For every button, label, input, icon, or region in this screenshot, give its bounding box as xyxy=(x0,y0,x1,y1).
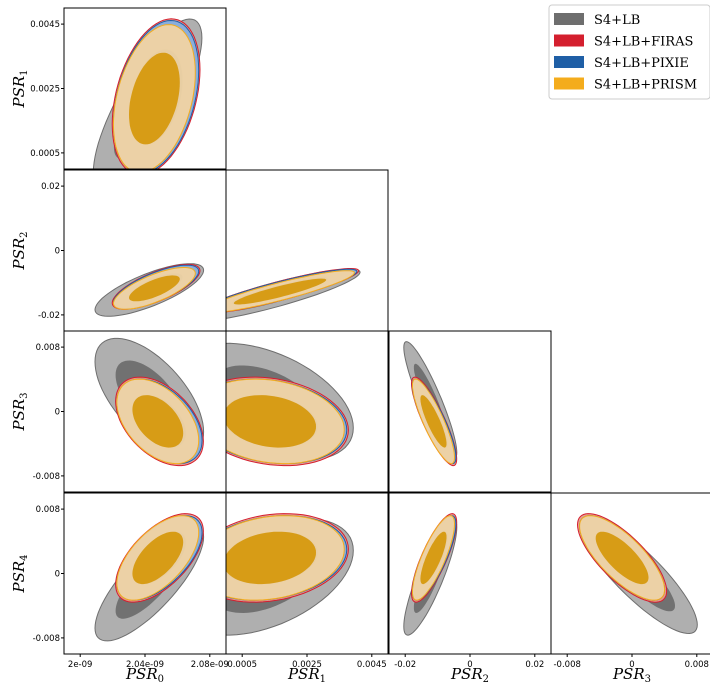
contour-s4-lb-prism xyxy=(226,515,345,601)
x-tick-label: 0.0005 xyxy=(227,660,257,670)
axis-labels-layer: PSR0 PSR1 PSR1 PSR2 PSR2 PSR3 PSR3 PSR4 xyxy=(10,69,651,682)
panel-0-3 xyxy=(63,330,227,493)
x-tick-label: 0.0025 xyxy=(292,660,322,670)
x-tick-label: 0 xyxy=(467,660,472,670)
legend-label: S4+LB+PIXIE xyxy=(594,56,689,71)
y-axis-label: PSR3 xyxy=(10,392,30,431)
y-tick-label: -0.02 xyxy=(38,311,60,321)
ticks-layer: 2e-09 2.04e-09 2.08e-090.0005 0.0025 0.0045-… xyxy=(30,20,709,670)
contour-s4-lb-prism xyxy=(579,515,666,601)
x-tick-label: 0 xyxy=(629,660,634,670)
contour-s4-lb-prism xyxy=(412,515,456,601)
legend-swatch xyxy=(554,56,584,68)
x-tick-label: 2.08e-09 xyxy=(191,660,229,670)
panel-frame xyxy=(225,330,389,493)
x-axis-label: PSR3 xyxy=(612,665,651,682)
y-tick-label: 0.0025 xyxy=(30,85,60,95)
panel-0-2 xyxy=(63,169,227,332)
legend: S4+LB S4+LB+FIRAS S4+LB+PIXIE S4+LB+PRISM xyxy=(548,4,710,100)
x-axis-label: PSR1 xyxy=(287,665,326,682)
y-tick-label: 0.02 xyxy=(41,182,60,192)
panel-2-4 xyxy=(388,492,552,655)
panel-frame xyxy=(388,330,552,493)
x-tick-label: 0.008 xyxy=(685,660,709,670)
contour-s4-lb-prism xyxy=(116,378,200,465)
y-axis-label: PSR1 xyxy=(10,69,30,108)
y-tick-label: 0.008 xyxy=(36,505,60,515)
contour-s4-lb-prism xyxy=(112,24,196,169)
x-tick-label: -0.008 xyxy=(553,660,580,670)
y-tick-label: 0 xyxy=(55,570,60,580)
x-tick-label: -0.02 xyxy=(394,660,416,670)
legend-label: S4+LB+FIRAS xyxy=(594,35,693,50)
legend-label: S4+LB xyxy=(594,13,640,28)
contour-s4-lb-prism xyxy=(116,515,200,601)
legend-swatch xyxy=(554,13,584,25)
contour-s4-lb-prism xyxy=(412,378,456,465)
x-tick-label: 2e-09 xyxy=(68,660,93,670)
panel-0-4 xyxy=(63,492,227,655)
y-tick-label: 0.008 xyxy=(36,343,60,353)
y-tick-label: -0.008 xyxy=(33,472,60,482)
y-tick-label: 0 xyxy=(55,408,60,418)
panel-2-3 xyxy=(388,330,552,493)
panels-layer xyxy=(63,7,710,655)
legend-label: S4+LB+PRISM xyxy=(594,78,697,93)
legend-swatch xyxy=(554,34,584,47)
y-axis-label: PSR2 xyxy=(10,231,30,270)
legend-frame xyxy=(548,4,710,100)
y-tick-label: -0.008 xyxy=(33,634,60,644)
y-axis-label: PSR4 xyxy=(10,554,30,593)
legend-swatch xyxy=(554,77,584,90)
x-axis-label: PSR2 xyxy=(450,665,489,682)
panel-0-1 xyxy=(63,7,227,170)
panel-1-3 xyxy=(225,330,389,493)
contour-s4-lb-prism xyxy=(112,267,196,310)
x-axis-label: PSR0 xyxy=(125,665,164,682)
y-tick-label: 0.0005 xyxy=(30,149,60,159)
y-tick-label: 0.0045 xyxy=(30,20,60,30)
panel-1-4 xyxy=(225,492,389,655)
y-tick-label: 0 xyxy=(55,247,60,257)
panel-1-2 xyxy=(225,169,389,332)
contour-s4-lb-prism xyxy=(226,270,355,312)
x-tick-label: 2.04e-09 xyxy=(126,660,164,670)
x-tick-label: 0.02 xyxy=(525,660,544,670)
panel-3-4 xyxy=(550,492,710,655)
x-tick-label: 0.0045 xyxy=(357,660,387,670)
contour-s4-lb-prism xyxy=(226,378,345,465)
